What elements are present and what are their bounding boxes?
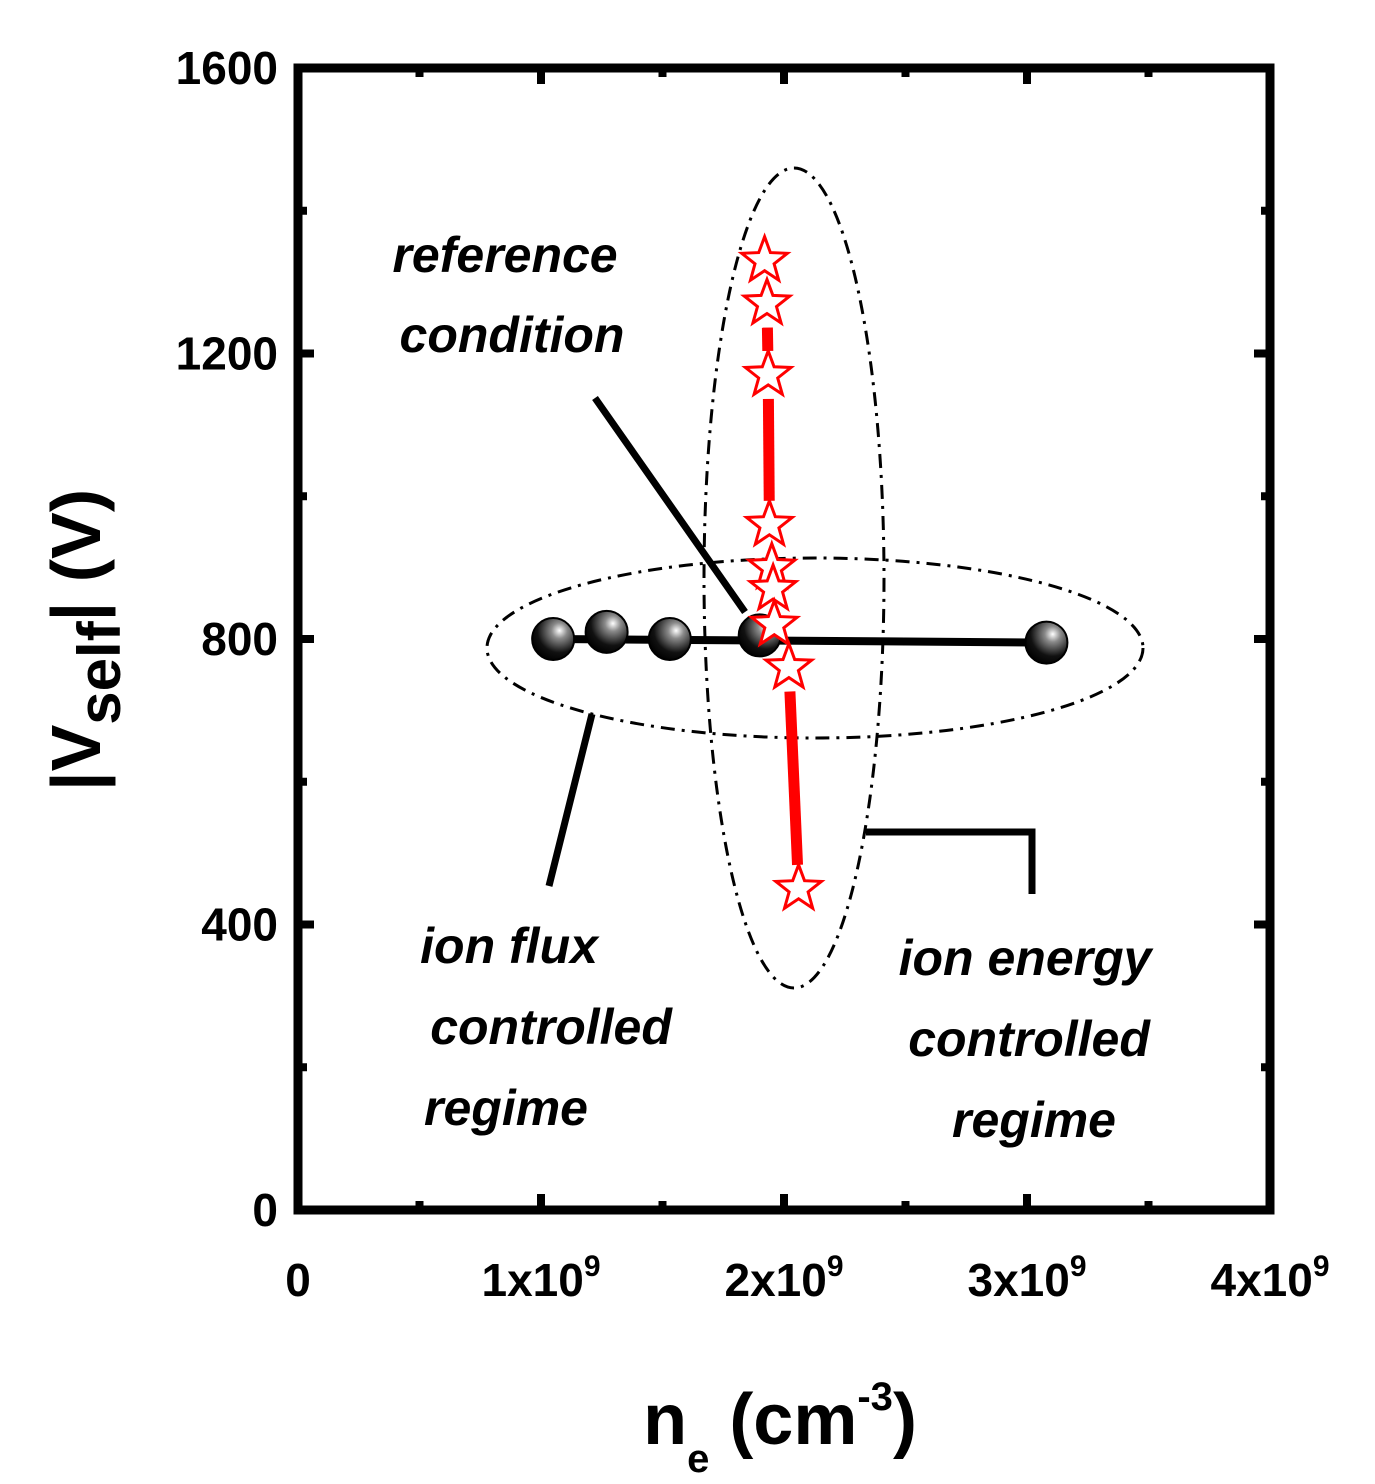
y-axis-title: |Vself| (V) [37,489,133,791]
y-tick-label: 1200 [176,328,278,380]
flux-data-point [647,617,692,661]
energy-data-point [746,560,801,613]
ion-flux-regime-ellipse [485,556,1145,740]
x-tick-label: 3x109 [967,1250,1086,1306]
energy-data-point [742,496,797,548]
y-tick-label: 400 [201,899,278,951]
annotation-ion-flux: ion flux controlled regime [420,918,686,1136]
energy-data-point [741,346,796,398]
energy-series-line [762,398,775,501]
y-tick-label: 0 [252,1184,278,1236]
y-tick-label: 800 [201,613,278,665]
flux-data-point [584,609,629,654]
energy-data-point [761,639,816,691]
flux-data-point [531,617,576,661]
energy-data-point [747,596,802,648]
reference-leader-line [592,395,748,615]
tick-labels: 0 400 800 1200 1600 0 1x109 2x109 3x109 4x109 [176,42,1330,1306]
energy-data-point [771,860,826,912]
energy-leader-line [866,828,1036,894]
flux-data-point [1024,620,1069,665]
energy-data-point [737,232,792,284]
series-lines [553,327,1047,866]
annotation-reference: reference condition [392,227,631,363]
x-tick-label: 2x109 [724,1250,843,1306]
x-tick-label: 4x109 [1210,1250,1329,1306]
x-tick-label: 1x109 [481,1250,600,1306]
annotation-ion-energy: ion energy controlled regime [899,930,1166,1148]
y-tick-label: 1600 [176,42,278,94]
energy-data-point [740,275,794,327]
flux-leader-line [545,713,596,887]
axis-ticks [294,64,1274,1214]
series-markers [531,232,1069,912]
x-tick-label: 0 [285,1254,311,1306]
flux-series-line [553,635,1047,647]
x-axis-title: ne (cm-3) [643,1375,917,1481]
energy-series-line [784,691,804,866]
ion-energy-regime-ellipse [702,166,886,990]
